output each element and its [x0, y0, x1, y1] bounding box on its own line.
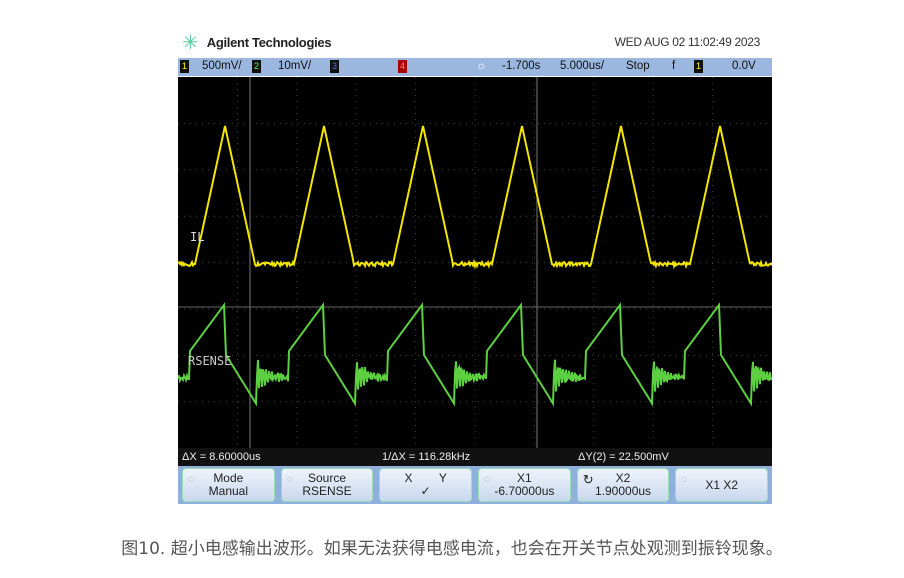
knob-icon: ◌: [287, 473, 293, 486]
trigger-sun-icon: ☼: [476, 60, 487, 72]
xy-softkey[interactable]: X Y ✓: [379, 468, 472, 502]
waveform-display: IL RSENSE: [178, 77, 772, 448]
softkey-bottom: -6.70000us: [479, 485, 570, 498]
oscilloscope-screenshot: ✳ Agilent Technologies WED AUG 02 11:02:…: [176, 26, 774, 504]
softkey-bottom: Manual: [183, 485, 274, 498]
delta-x: ΔX = 8.60000us: [182, 451, 261, 463]
inv-delta-x: 1/ΔX = 116.28kHz: [382, 451, 470, 463]
agilent-spark-icon: ✳: [182, 30, 199, 55]
brand-name: Agilent Technologies: [207, 35, 332, 50]
x1x2-softkey[interactable]: ◌ X1 X2: [675, 468, 768, 502]
softkey-bottom: ✓: [380, 485, 471, 498]
softkey-bottom: RSENSE: [282, 485, 373, 498]
source-softkey[interactable]: ◌ Source RSENSE: [281, 468, 374, 502]
run-state: Stop: [626, 60, 650, 72]
softkey-bar: ◌ Mode Manual ◌ Source RSENSE X Y ✓ ◌ X1 -6.700…: [178, 466, 772, 504]
ch2-trace: [178, 305, 772, 403]
x2-softkey[interactable]: ↻ X2 1.90000us: [577, 468, 670, 502]
datetime: WED AUG 02 11:02:49 2023: [615, 35, 760, 49]
rotate-icon: ↻: [583, 473, 594, 486]
ch1-label: IL: [190, 230, 204, 244]
ch4-badge[interactable]: 4: [398, 60, 407, 73]
ch1-badge[interactable]: 1: [180, 60, 189, 73]
knob-icon: ◌: [484, 473, 490, 486]
brand: ✳ Agilent Technologies: [182, 31, 331, 53]
ch3-badge[interactable]: 3: [330, 60, 339, 73]
softkey-top: X1 X2: [676, 479, 767, 492]
ch2-label: RSENSE: [188, 354, 231, 368]
waveform-svg: [178, 77, 772, 448]
ch2-badge[interactable]: 2: [252, 60, 261, 73]
measurement-bar: ΔX = 8.60000us 1/ΔX = 116.28kHz ΔY(2) = …: [178, 448, 772, 466]
ch2-scale: 10mV/: [278, 60, 311, 72]
x1-softkey[interactable]: ◌ X1 -6.70000us: [478, 468, 571, 502]
knob-icon: ◌: [188, 473, 194, 486]
mode-softkey[interactable]: ◌ Mode Manual: [182, 468, 275, 502]
delay: -1.700s: [502, 60, 540, 72]
ch1-scale: 500mV/: [202, 60, 242, 72]
trigger-slope: f: [672, 60, 675, 72]
timebase: 5.000us/: [560, 60, 604, 72]
status-bar: 1 500mV/ 2 10mV/ 3 4 ☼ -1.700s 5.000us/ …: [178, 58, 772, 76]
trigger-ch: 1: [694, 60, 703, 73]
knob-icon: ◌: [681, 473, 687, 486]
trigger-level: 0.0V: [732, 60, 756, 72]
figure-caption: 图10. 超小电感输出波形。如果无法获得电感电流，也会在开关节点处观测到振铃现象…: [0, 534, 904, 559]
delta-y: ΔY(2) = 22.500mV: [578, 451, 669, 463]
